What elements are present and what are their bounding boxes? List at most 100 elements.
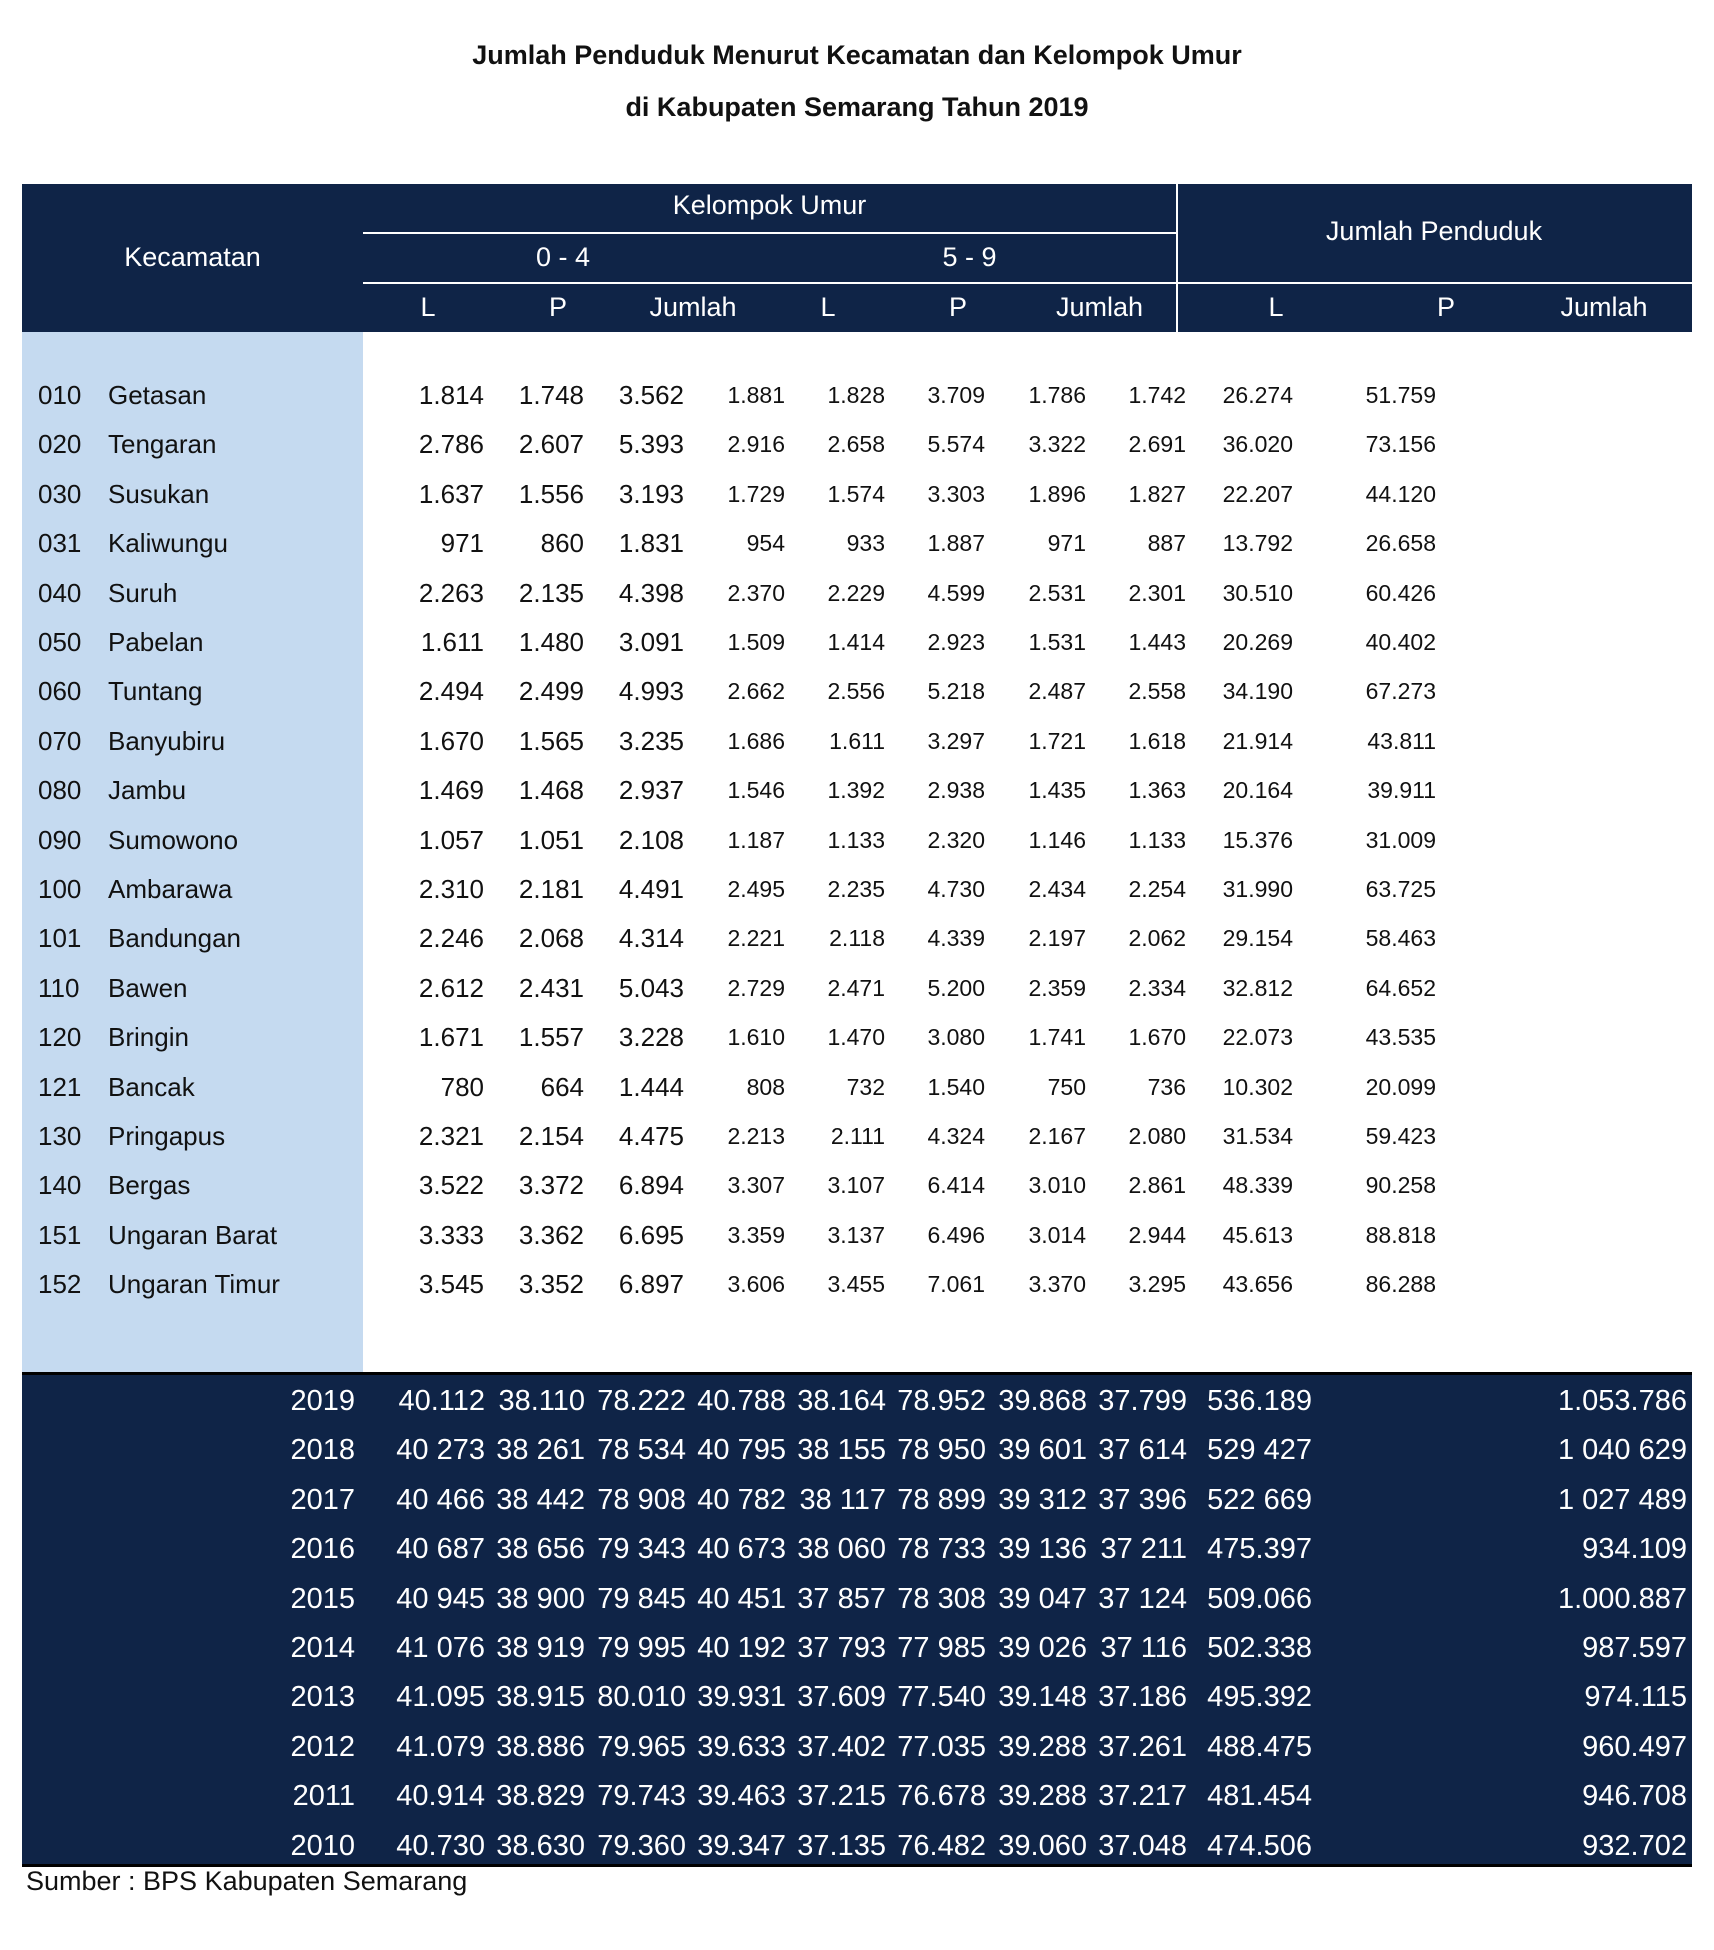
summary-year: 2019 [290,1385,355,1417]
table-cell: 2.607 [518,429,584,460]
table-cell: 1.051 [518,824,584,855]
table-cell: 1.509 [727,629,785,655]
header-divider [363,232,1176,234]
table-cell: 2.320 [927,826,985,853]
table-cell: 1.670 [418,725,484,756]
table-cell: 3.228 [618,1022,684,1053]
table-cell: 1.469 [418,775,484,806]
summary-year: 2014 [290,1632,355,1664]
summary-cell: 495.392 [1207,1681,1312,1714]
table-cell: 1.146 [1028,826,1086,853]
table-cell: 6.496 [927,1221,985,1248]
summary-cell: 37.215 [797,1780,886,1813]
summary-year: 2013 [290,1681,355,1714]
header-jumlah-penduduk: Jumlah Penduduk [1325,216,1543,246]
summary-cell: 40 192 [697,1632,786,1664]
table-cell: 887 [1147,530,1186,557]
table-cell: 4.599 [927,579,985,606]
summary-cell: 38 155 [797,1434,886,1467]
table-cell: 43.811 [1367,727,1436,754]
kecamatan-code: 120 [38,1022,82,1053]
kecamatan-name: Pringapus [108,1121,226,1151]
table-cell: 2.108 [618,824,684,855]
table-cell: 2.301 [1128,579,1186,606]
summary-cell: 37.402 [797,1730,886,1763]
summary-cell: 78 908 [597,1483,686,1516]
table-cell: 2.154 [518,1121,584,1151]
table-cell: 15.376 [1222,826,1293,853]
table-cell: 4.491 [618,874,684,904]
table-cell: 2.612 [418,972,484,1003]
table-cell: 2.254 [1128,876,1186,902]
table-cell: 5.043 [618,972,684,1003]
summary-cell: 1.053.786 [1557,1385,1687,1417]
table-row: 152 Ungaran Timur 3.545 3.352 6.897 3.606 3.45… [22,1259,1692,1308]
kecamatan-name: Sumowono [108,824,239,855]
summary-cell: 41.095 [396,1681,485,1714]
summary-cell: 40 795 [697,1434,786,1467]
table-cell: 1.742 [1128,382,1186,408]
table-cell: 2.135 [518,577,584,608]
table-cell: 1.414 [827,629,885,655]
summary-row: 2017 40 466 38 442 78 908 40 782 38 117 78 899… [22,1476,1692,1525]
summary-cell: 38 900 [496,1582,585,1615]
subheader-l: L [1268,292,1284,322]
table-cell: 2.487 [1028,678,1086,705]
table-cell: 2.197 [1028,925,1086,952]
summary-year: 2018 [290,1434,355,1467]
table-title: Jumlah Penduduk Menurut Kecamatan dan Ke… [472,40,1242,70]
summary-cell: 39.931 [697,1681,786,1714]
summary-cell: 79 343 [597,1533,686,1566]
summary-cell: 77.540 [897,1681,986,1714]
table-cell: 3.137 [827,1221,885,1248]
summary-cell: 37 614 [1098,1434,1187,1467]
summary-cell: 40 673 [697,1533,786,1566]
table-cell: 1.480 [518,627,584,657]
table-cell: 1.887 [927,530,985,557]
table-cell: 2.167 [1028,1123,1086,1149]
table-cell: 3.522 [418,1170,484,1201]
table-cell: 3.014 [1028,1221,1086,1248]
table-cell: 5.574 [927,431,985,458]
subheader-l: L [420,292,436,322]
table-cell: 1.637 [418,478,484,509]
table-cell: 64.652 [1365,974,1436,1001]
table-cell: 2.068 [518,923,584,954]
table-cell: 780 [440,1071,484,1102]
summary-cell: 40 451 [697,1582,786,1615]
summary-cell: 76.678 [897,1780,986,1813]
summary-cell: 38.829 [496,1780,585,1813]
table-cell: 2.221 [727,925,785,952]
table-row: 070 Banyubiru 1.670 1.565 3.235 1.686 1.611 3.2… [22,716,1692,765]
table-row: 060 Tuntang 2.494 2.499 4.993 2.662 2.556 5.218… [22,666,1692,715]
table-cell: 3.709 [927,382,985,408]
summary-cell: 76.482 [897,1829,986,1862]
table-cell: 1.721 [1028,727,1086,754]
kecamatan-code: 050 [38,627,82,657]
kecamatan-name: Ungaran Timur [108,1269,280,1300]
table-row: 050 Pabelan 1.611 1.480 3.091 1.509 1.414 2.923… [22,617,1692,666]
summary-block: 2019 40.112 38.110 78.222 40.788 38.164 78.952… [22,1372,1692,1867]
kecamatan-name: Kaliwungu [108,528,228,559]
summary-cell: 37 857 [797,1582,886,1615]
summary-cell: 1.000.887 [1557,1582,1687,1615]
table-cell: 2.944 [1128,1221,1186,1248]
subheader-l: L [820,292,836,322]
summary-cell: 40 945 [396,1582,485,1615]
table-cell: 1.828 [827,382,885,408]
table-cell: 48.339 [1222,1172,1293,1199]
kecamatan-code: 030 [38,478,82,509]
summary-cell: 488.475 [1207,1730,1312,1763]
table-row: 140 Bergas 3.522 3.372 6.894 3.307 3.107 6.414 3… [22,1160,1692,1209]
summary-year: 2012 [290,1730,355,1763]
table-cell: 3.333 [418,1219,484,1250]
table-cell: 3.370 [1028,1271,1086,1298]
summary-cell: 39 026 [998,1632,1087,1664]
table-cell: 3.352 [518,1269,584,1300]
summary-cell: 38.630 [496,1829,585,1862]
summary-cell: 37.048 [1098,1829,1187,1862]
table-cell: 4.324 [927,1123,985,1149]
table-cell: 13.792 [1222,530,1293,557]
table-cell: 2.531 [1028,579,1086,606]
table-cell: 39.911 [1367,777,1436,804]
